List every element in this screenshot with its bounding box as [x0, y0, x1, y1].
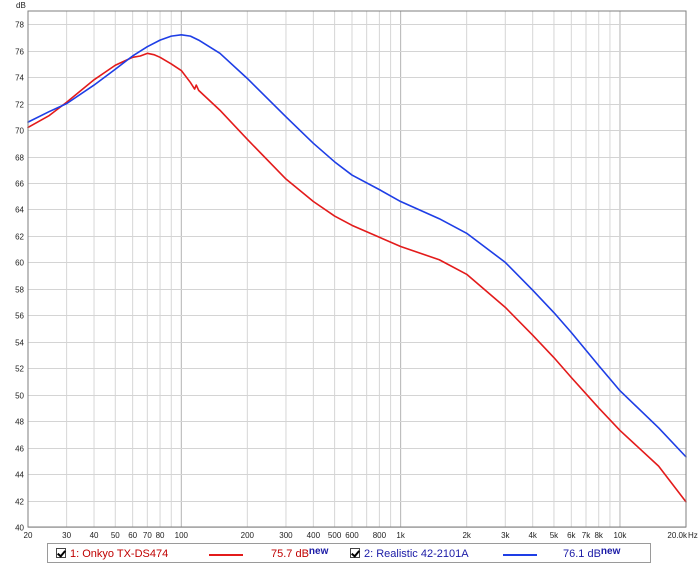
x-tick-label: 10k — [614, 531, 628, 540]
y-tick-label: 42 — [15, 498, 24, 507]
y-tick-label: 76 — [15, 48, 24, 57]
x-tick-label: 3k — [501, 531, 510, 540]
y-tick-label: 68 — [15, 154, 24, 163]
x-tick-label: 8k — [594, 531, 603, 540]
x-tick-label: 100 — [175, 531, 189, 540]
y-tick-label: 56 — [15, 312, 24, 321]
x-tick-label: 60 — [128, 531, 137, 540]
series-1-level: 75.7 dB — [271, 548, 309, 560]
y-tick-label: 48 — [15, 418, 24, 427]
y-tick-label: 58 — [15, 286, 24, 295]
y-tick-label: 50 — [15, 392, 24, 401]
x-tick-label: 40 — [90, 531, 99, 540]
y-tick-label: 66 — [15, 180, 24, 189]
y-tick-label: 70 — [15, 127, 24, 136]
x-tick-labels: 20 30 40 50 60 70 80 100 200 300 400 500 600 800 1k 2k 3… — [24, 531, 688, 540]
plot-background — [28, 11, 686, 527]
x-tick-label: 600 — [345, 531, 359, 540]
x-tick-label: 5k — [550, 531, 559, 540]
x-tick-label: 300 — [279, 531, 293, 540]
x-gridlines — [66, 11, 621, 527]
y-tick-label: 46 — [15, 445, 24, 454]
x-tick-label: 400 — [307, 531, 321, 540]
y-tick-label: 78 — [15, 21, 24, 30]
x-tick-label: 20.0k — [667, 531, 688, 540]
series-2-line — [27, 34, 687, 458]
x-tick-label: 7k — [582, 531, 591, 540]
series-2-level: 76.1 dB — [563, 548, 601, 560]
y-tick-label: 62 — [15, 233, 24, 242]
series-2-name: 2: Realistic 42-2101A — [364, 548, 469, 560]
y-tick-labels: 40 42 44 46 48 50 52 54 56 58 60 62 64 66 68 70 72 74 76 78 — [15, 21, 24, 533]
x-unit-label: Hz — [688, 531, 698, 540]
y-tick-label: 40 — [15, 524, 24, 533]
y-tick-label: 60 — [15, 259, 24, 268]
y-tick-label: 52 — [15, 365, 24, 374]
y-tick-label: 54 — [15, 339, 24, 348]
x-tick-label: 500 — [328, 531, 342, 540]
x-tick-label: 80 — [156, 531, 165, 540]
legend: 1: Onkyo TX-DS474 75.7 dBnew 2: Realisti… — [47, 543, 651, 563]
y-tick-label: 72 — [15, 101, 24, 110]
x-tick-label: 1k — [396, 531, 405, 540]
series-1-line — [27, 52, 687, 503]
y-tick-label: 74 — [15, 74, 24, 83]
x-tick-label: 50 — [111, 531, 120, 540]
frequency-response-chart: 40 42 44 46 48 50 52 54 56 58 60 62 64 66 68 70 72 74 76 78… — [15, 1, 698, 540]
x-tick-label: 30 — [62, 531, 71, 540]
series-1-name: 1: Onkyo TX-DS474 — [70, 548, 169, 560]
x-tick-label: 200 — [241, 531, 255, 540]
y-tick-label: 44 — [15, 471, 24, 480]
series-1-value: 75.7 dBnew — [271, 546, 329, 560]
series-1-swatch — [209, 554, 243, 556]
y-unit-label: dB — [16, 1, 26, 10]
y-tick-label: 64 — [15, 206, 24, 215]
x-tick-label: 20 — [24, 531, 33, 540]
x-tick-label: 70 — [143, 531, 152, 540]
x-tick-label: 800 — [373, 531, 387, 540]
x-tick-label: 6k — [567, 531, 576, 540]
series-2-new-tag: new — [600, 546, 621, 557]
series-2-checkbox[interactable] — [350, 548, 360, 558]
series-1-new-tag: new — [308, 546, 329, 557]
series-2-swatch — [503, 554, 537, 556]
series-layer — [27, 34, 687, 503]
series-1-checkbox[interactable] — [56, 548, 66, 558]
plot-border — [27, 10, 687, 528]
x-tick-label: 4k — [528, 531, 537, 540]
x-tick-label: 2k — [462, 531, 471, 540]
series-2-value: 76.1 dBnew — [563, 546, 621, 560]
